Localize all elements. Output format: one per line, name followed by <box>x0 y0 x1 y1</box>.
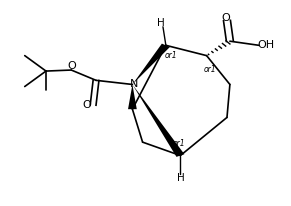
Text: H: H <box>177 173 184 183</box>
Text: OH: OH <box>258 40 275 50</box>
Text: O: O <box>82 100 91 110</box>
Polygon shape <box>128 84 137 109</box>
Text: O: O <box>67 61 76 70</box>
Polygon shape <box>132 84 184 157</box>
Text: O: O <box>221 13 230 22</box>
Polygon shape <box>132 44 170 84</box>
Text: N: N <box>130 80 138 89</box>
Text: or1: or1 <box>165 51 178 60</box>
Text: H: H <box>157 18 164 28</box>
Text: or1: or1 <box>173 139 185 148</box>
Text: or1: or1 <box>203 64 216 74</box>
